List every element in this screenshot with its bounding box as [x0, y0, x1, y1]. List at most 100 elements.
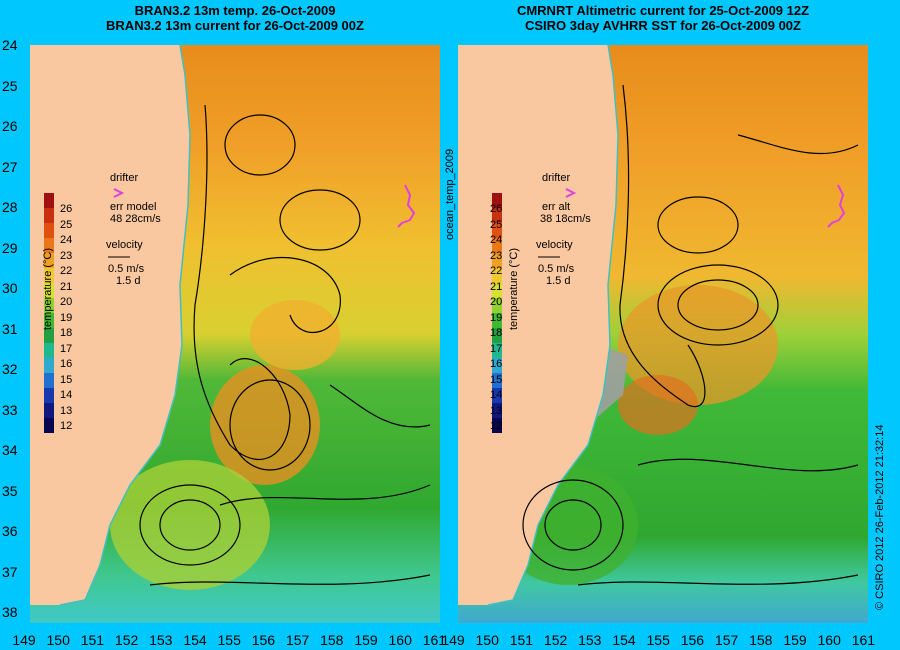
colorbar-tick-label: 19	[60, 311, 73, 324]
y-tick-label: 24	[2, 37, 18, 53]
y-tick-label: 29	[2, 239, 18, 256]
right-err-values: 38 18cm/s	[540, 213, 591, 225]
land-australia	[30, 45, 190, 605]
right-velocity-scale: 0.5 m/s	[538, 263, 575, 275]
x-tick-label: 155	[646, 632, 670, 648]
x-tick-label: 153	[578, 632, 602, 648]
ocean-temp-label: ocean_temp_2009	[444, 148, 456, 240]
colorbar	[492, 193, 502, 433]
colorbar-tick-label: 15	[60, 373, 73, 386]
y-tick-label: 28	[2, 199, 18, 215]
x-tick-label: 160	[388, 632, 412, 648]
colorbar-tick-label: 16	[60, 358, 73, 370]
y-tick-label: 27	[2, 158, 18, 175]
y-tick-label: 30	[2, 280, 18, 296]
left-err-values: 48 28cm/s	[110, 213, 161, 225]
colorbar-tick-label: 13	[60, 404, 73, 417]
y-tick-label: 32	[2, 361, 18, 377]
colorbar-tick-label: 13	[490, 404, 503, 417]
x-tick-label: 157	[285, 632, 310, 648]
x-tick-label: 161	[851, 632, 876, 648]
colorbar-tick-label: 22	[490, 265, 503, 277]
colorbar-tick-label: 24	[490, 234, 503, 246]
x-tick-label: 149	[441, 632, 465, 648]
x-tick-label: 151	[509, 632, 534, 648]
colorbar-tick-label: 21	[490, 280, 503, 293]
drifter-legend-marker	[565, 188, 577, 198]
x-tick-label: 156	[251, 632, 276, 648]
x-tick-label: 159	[354, 632, 378, 648]
colorbar-tick-label: 20	[60, 296, 73, 308]
coastline	[59, 45, 191, 606]
left-drifter-label: drifter	[110, 172, 139, 184]
colorbar-tick-label: 19	[490, 311, 503, 324]
warm-core	[618, 375, 698, 435]
current-vectors	[522, 84, 859, 586]
x-tick-label: 160	[817, 632, 841, 648]
right-err-label: err alt	[542, 201, 571, 213]
colorbar-tick-label: 21	[60, 280, 73, 293]
left-map-svg	[30, 45, 440, 623]
colorbar-tick-label: 15	[490, 373, 503, 386]
left-map-panel	[30, 45, 440, 623]
left-velocity-time: 1.5 d	[116, 275, 141, 287]
y-tick-label: 36	[2, 523, 18, 539]
x-tick-label: 161	[422, 632, 447, 648]
x-tick-label: 152	[543, 632, 568, 648]
left-colorbar-label: temperature (°C)	[42, 247, 54, 330]
drifter-track	[397, 184, 416, 228]
colorbar-tick-label: 12	[60, 420, 73, 432]
right-title-line1: CMRNRT Altimetric current for 25-Oct-200…	[516, 3, 810, 18]
right-colorbar-label: temperature (°C)	[508, 247, 520, 330]
x-tick-label: 149	[12, 632, 36, 648]
right-title-line2: CSIRO 3day AVHRR SST for 26-Oct-2009 00Z	[525, 18, 801, 33]
land-australia	[458, 45, 618, 605]
x-tick-label: 150	[475, 632, 499, 648]
colorbar-tick-label: 18	[60, 327, 73, 339]
x-tick-label: 152	[114, 632, 139, 648]
y-tick-label: 34	[2, 442, 18, 458]
x-tick-label: 158	[320, 632, 344, 648]
right-velocity-time: 1.5 d	[546, 275, 571, 287]
y-tick-label: 35	[2, 482, 18, 499]
x-tick-label: 156	[680, 632, 705, 648]
x-tick-label: 159	[783, 632, 807, 648]
colorbar-tick-label: 12	[490, 420, 503, 432]
y-tick-label: 37	[2, 563, 18, 580]
x-tick-label: 153	[149, 632, 173, 648]
colorbar-tick-label: 18	[490, 327, 503, 339]
left-title-line1: BRAN3.2 13m temp. 26-Oct-2009	[134, 3, 336, 18]
y-tick-label: 33	[2, 401, 18, 418]
right-map-svg	[458, 45, 868, 623]
right-velocity-label: velocity	[536, 239, 573, 251]
colorbar-tick-label: 14	[60, 389, 73, 401]
y-tick-label: 31	[2, 320, 18, 337]
y-tick-label: 25	[2, 77, 18, 94]
x-tick-label: 154	[183, 632, 207, 648]
credit-label: © CSIRO 2012 26-Feb-2012 21:32:14	[874, 424, 886, 610]
colorbar-tick-label: 23	[60, 249, 73, 262]
colorbar-tick-label: 26	[490, 203, 503, 215]
colorbar	[44, 193, 54, 433]
left-panel-title: BRAN3.2 13m temp. 26-Oct-2009 BRAN3.2 13…	[30, 3, 440, 33]
colorbar-tick-label: 25	[60, 218, 73, 231]
left-velocity-scale: 0.5 m/s	[108, 263, 145, 275]
drifter-legend-marker	[113, 188, 125, 198]
right-map-panel	[458, 45, 868, 623]
colorbar-tick-label: 16	[490, 358, 503, 370]
x-tick-label: 154	[612, 632, 636, 648]
colorbar-tick-label: 17	[490, 342, 503, 355]
right-panel-title: CMRNRT Altimetric current for 25-Oct-200…	[458, 3, 868, 33]
current-vectors	[139, 104, 431, 586]
x-tick-label: 150	[46, 632, 70, 648]
left-err-label: err model	[110, 201, 157, 213]
colorbar-tick-label: 26	[60, 203, 73, 215]
x-tick-label: 158	[749, 632, 773, 648]
colorbar-tick-label: 24	[60, 234, 73, 246]
colorbar-tick-label: 20	[490, 296, 503, 308]
left-title-line2: BRAN3.2 13m current for 26-Oct-2009 00Z	[106, 18, 364, 33]
x-tick-label: 157	[714, 632, 739, 648]
colorbar-tick-label: 25	[490, 218, 503, 231]
cool-eddy	[110, 460, 270, 590]
warm-eddy	[210, 365, 320, 485]
